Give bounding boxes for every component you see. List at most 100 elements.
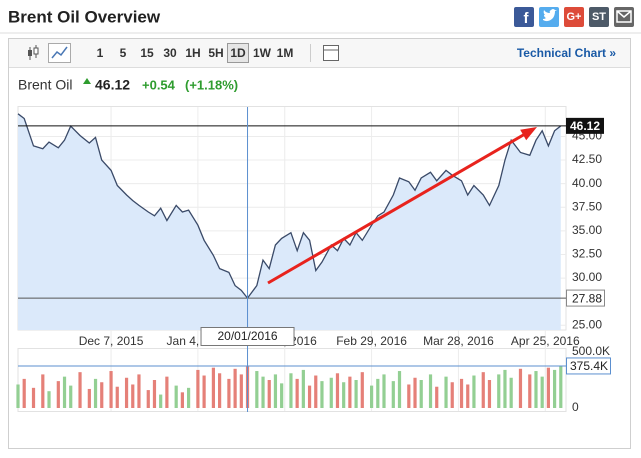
interval-button[interactable]: 5H bbox=[208, 46, 223, 60]
interval-button[interactable]: 1W bbox=[253, 46, 272, 60]
volume-bar bbox=[255, 371, 259, 408]
interval-button[interactable]: 15 bbox=[140, 46, 154, 60]
table-icon[interactable] bbox=[323, 45, 339, 61]
x-tick-label: Apr 25, 2016 bbox=[511, 334, 580, 348]
y-tick-label: 42.50 bbox=[572, 152, 602, 166]
interval-button[interactable]: 1 bbox=[97, 46, 104, 60]
volume-bar bbox=[202, 375, 206, 408]
volume-bar bbox=[314, 375, 318, 408]
facebook-label: f bbox=[524, 10, 530, 27]
candle-icon[interactable] bbox=[28, 45, 39, 60]
volume-bar bbox=[382, 374, 386, 408]
volume-bar bbox=[180, 392, 184, 408]
y-tick-label: 32.50 bbox=[572, 247, 602, 261]
y-tick-label: 37.50 bbox=[572, 199, 602, 213]
volume-bar bbox=[16, 384, 20, 408]
y-tick-label: 40.00 bbox=[572, 176, 602, 190]
volume-tick-label: 0 bbox=[572, 400, 579, 414]
stocktwits-label: ST bbox=[592, 11, 606, 23]
volume-bar bbox=[546, 367, 550, 408]
volume-bar bbox=[360, 372, 364, 408]
intervals: 1 5 15 30 1H 5H 1D 1W 1M bbox=[97, 46, 294, 60]
volume-bar bbox=[301, 369, 305, 408]
volume-bar bbox=[320, 381, 324, 408]
toolbar bbox=[9, 39, 630, 67]
volume-bar bbox=[137, 374, 141, 408]
volume-bar bbox=[481, 372, 485, 408]
selected-interval bbox=[227, 43, 249, 63]
volume-bar bbox=[41, 374, 45, 408]
volume-bar bbox=[472, 375, 476, 408]
volume-bar bbox=[459, 378, 464, 408]
volume-marker-tag bbox=[566, 357, 611, 375]
volume-bar bbox=[559, 365, 563, 408]
interval-button[interactable]: 1D bbox=[230, 46, 246, 60]
interval-button[interactable]: 1M bbox=[277, 46, 294, 60]
volume-bar bbox=[261, 376, 265, 408]
volume-bar bbox=[342, 382, 346, 408]
x-tick-label: Mar 28, 2016 bbox=[423, 334, 494, 348]
price-line bbox=[17, 113, 562, 300]
volume-bar bbox=[146, 390, 150, 408]
volume-bar bbox=[369, 385, 374, 408]
volume-bar bbox=[295, 378, 299, 408]
y-tick-label: 30.00 bbox=[572, 270, 602, 284]
y-tick-label: 25.00 bbox=[572, 317, 602, 331]
volume-bar bbox=[87, 388, 91, 408]
stocktwits-icon[interactable] bbox=[589, 7, 609, 27]
volume-bar bbox=[518, 368, 523, 408]
volume-bar bbox=[348, 376, 352, 408]
volume-bar bbox=[413, 377, 417, 408]
volume-bar bbox=[335, 373, 340, 408]
last-price-tag bbox=[566, 117, 604, 134]
chart: 45.0042.5040.0037.5035.0032.5030.0025.00… bbox=[16, 106, 611, 414]
volume-bar bbox=[115, 386, 119, 408]
crosshair-label: 20/01/2016 bbox=[217, 329, 277, 343]
y-tick-label: 35.00 bbox=[572, 223, 602, 237]
crosshair-tag bbox=[200, 327, 295, 346]
volume-tick-label: 500.0K bbox=[572, 344, 610, 358]
gplus-icon[interactable] bbox=[564, 7, 584, 27]
volume-bar bbox=[174, 385, 178, 408]
volume-bar bbox=[466, 384, 470, 408]
volume-bar bbox=[69, 385, 73, 408]
volume-bar bbox=[78, 372, 82, 408]
volume-bar bbox=[540, 376, 544, 408]
volume-bar bbox=[273, 374, 278, 408]
mail-glyph bbox=[616, 10, 632, 23]
volume-bar bbox=[152, 380, 157, 408]
last-price-label: 46.12 bbox=[570, 119, 600, 133]
volume-bar bbox=[487, 380, 492, 408]
volume-bar bbox=[528, 374, 532, 408]
volume-bar bbox=[329, 377, 333, 408]
quote-name: Brent Oil bbox=[18, 77, 72, 93]
volume-bar bbox=[131, 384, 135, 408]
volume-bar bbox=[62, 376, 67, 408]
volume-bar bbox=[450, 382, 454, 408]
interval-button[interactable]: 1H bbox=[185, 46, 200, 60]
interval-button[interactable]: 30 bbox=[163, 46, 177, 60]
quote-price: 46.12 bbox=[95, 77, 130, 93]
volume-bar bbox=[218, 373, 222, 408]
volume-bar bbox=[444, 376, 448, 408]
volume-bar bbox=[428, 374, 433, 408]
volume-bar bbox=[289, 373, 293, 408]
volume-bar bbox=[239, 374, 243, 408]
trend-arrow bbox=[267, 127, 537, 285]
quote-change: +0.54 bbox=[142, 77, 176, 92]
volume-bar bbox=[354, 380, 358, 408]
volume-bar bbox=[47, 391, 51, 408]
facebook-icon[interactable] bbox=[514, 7, 534, 27]
volume-bar bbox=[391, 381, 395, 408]
widget-frame bbox=[8, 38, 631, 449]
volume-bar bbox=[196, 369, 200, 408]
volume-bar bbox=[211, 367, 216, 408]
volume-bar bbox=[31, 387, 36, 408]
volume-bar bbox=[407, 384, 411, 408]
technical-chart-link[interactable]: Technical Chart » bbox=[517, 46, 616, 60]
interval-button[interactable]: 5 bbox=[120, 46, 127, 60]
volume-bar bbox=[22, 378, 26, 408]
volume-bar bbox=[186, 387, 191, 408]
volume-bar bbox=[227, 378, 231, 408]
